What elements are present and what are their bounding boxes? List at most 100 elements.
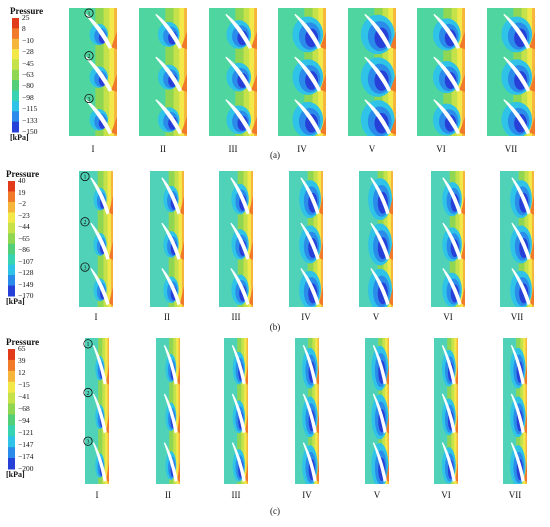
color-scale-tick: −107 <box>18 256 34 266</box>
color-scale-tick: −68 <box>18 404 30 413</box>
contour-column <box>487 8 535 136</box>
legend-title: Pressure <box>6 169 40 179</box>
color-scale-tick: −86 <box>18 245 30 254</box>
contour-column <box>69 8 117 136</box>
color-scale-tick: 39 <box>18 356 26 365</box>
color-scale-swatch <box>12 38 19 50</box>
color-scale-swatch <box>8 458 15 470</box>
contour-column <box>503 338 527 484</box>
color-scale-tick: −80 <box>22 81 34 91</box>
color-scale-tick: −121 <box>18 428 34 437</box>
color-scale-swatch <box>12 28 19 40</box>
color-scale-swatch <box>12 90 19 102</box>
contour-column <box>85 338 109 484</box>
contour-column <box>348 8 396 136</box>
blade-marker <box>80 262 90 272</box>
color-scale-tick: −2 <box>18 199 26 208</box>
blade-marker <box>83 339 93 349</box>
case-label: I <box>91 144 95 154</box>
color-scale-tick: 25 <box>22 13 30 22</box>
color-scale-tick: −149 <box>18 279 34 289</box>
color-scale-tick: −41 <box>18 392 30 401</box>
color-scale-tick: −44 <box>18 222 30 231</box>
contour-column <box>150 171 184 307</box>
blade-marker <box>80 217 90 227</box>
blade-marker <box>84 8 94 18</box>
color-scale-swatch <box>12 80 19 92</box>
color-scale-swatch <box>8 436 15 448</box>
case-label: V <box>368 144 376 154</box>
blade-marker-label: 3 <box>84 265 87 271</box>
color-scale-tick: −28 <box>22 47 34 57</box>
contour-column <box>295 338 319 484</box>
panel-label: (c) <box>270 506 280 516</box>
blade-marker <box>83 387 93 398</box>
color-scale-swatch <box>8 233 15 245</box>
contour-column <box>289 171 323 307</box>
legend-unit: [kPa] <box>6 297 25 306</box>
color-scale-swatch <box>8 222 15 234</box>
contour-column <box>431 171 465 307</box>
case-label: IV <box>297 144 307 154</box>
case-label: I <box>94 312 98 322</box>
contour-column <box>359 171 393 307</box>
contour-column <box>209 8 257 136</box>
contour-column <box>434 338 458 484</box>
color-scale-tick: −63 <box>22 70 34 79</box>
color-scale-tick: 8 <box>22 24 26 34</box>
blade-marker-label: 1 <box>84 175 87 181</box>
color-scale-swatch <box>8 381 15 394</box>
color-scale-tick: −174 <box>18 452 34 461</box>
color-scale-swatch <box>8 414 15 426</box>
blade-marker <box>84 51 94 61</box>
legend-unit: [kPa] <box>6 470 25 479</box>
color-scale-tick: −23 <box>18 210 30 220</box>
blade-marker-label: 2 <box>87 391 90 397</box>
color-scale-tick: −10 <box>22 35 34 45</box>
case-label: II <box>165 490 171 500</box>
legend-title: Pressure <box>6 337 40 347</box>
color-scale-tick: −200 <box>18 464 34 473</box>
color-scale-swatch <box>8 275 15 287</box>
color-scale-tick: 65 <box>18 344 26 353</box>
color-scale-tick: −45 <box>22 58 34 68</box>
case-label: VI <box>443 312 453 322</box>
color-scale-swatch <box>8 370 15 383</box>
color-scale-swatch <box>8 285 15 297</box>
case-label: VI <box>436 144 446 154</box>
color-scale-tick: 40 <box>18 176 26 185</box>
color-scale-swatch <box>8 181 15 192</box>
contour-column <box>79 171 113 307</box>
case-label: V <box>372 312 380 322</box>
contour-column <box>417 8 465 136</box>
color-scale-tick: −115 <box>22 104 38 114</box>
color-scale-swatch <box>8 254 15 266</box>
case-label: VII <box>510 312 524 322</box>
color-scale-tick: −94 <box>18 416 30 425</box>
color-scale-tick: −98 <box>22 92 34 102</box>
case-label: VII <box>504 144 518 154</box>
color-scale-tick: −128 <box>18 268 34 277</box>
blade-marker <box>83 436 93 446</box>
case-label: VI <box>441 490 451 500</box>
color-scale-tick: −65 <box>18 233 30 243</box>
color-scale-swatch <box>8 243 15 255</box>
color-scale-swatch <box>12 100 19 112</box>
color-scale-swatch <box>12 18 19 29</box>
case-label: IV <box>301 312 311 322</box>
color-scale-swatch <box>12 49 19 60</box>
color-scale-swatch <box>8 359 15 372</box>
case-label: I <box>95 490 99 500</box>
legend-title: Pressure <box>10 6 44 16</box>
legend-unit: [kPa] <box>10 133 29 142</box>
contour-column <box>278 8 326 136</box>
color-scale-tick: −150 <box>22 127 38 136</box>
color-scale-swatch <box>12 59 19 71</box>
color-scale-swatch <box>12 69 19 81</box>
color-scale-tick: 19 <box>18 187 26 197</box>
color-scale-tick: −133 <box>22 115 38 125</box>
contour-column <box>219 171 253 307</box>
panel-label: (a) <box>270 150 280 160</box>
color-scale-swatch <box>8 349 15 361</box>
